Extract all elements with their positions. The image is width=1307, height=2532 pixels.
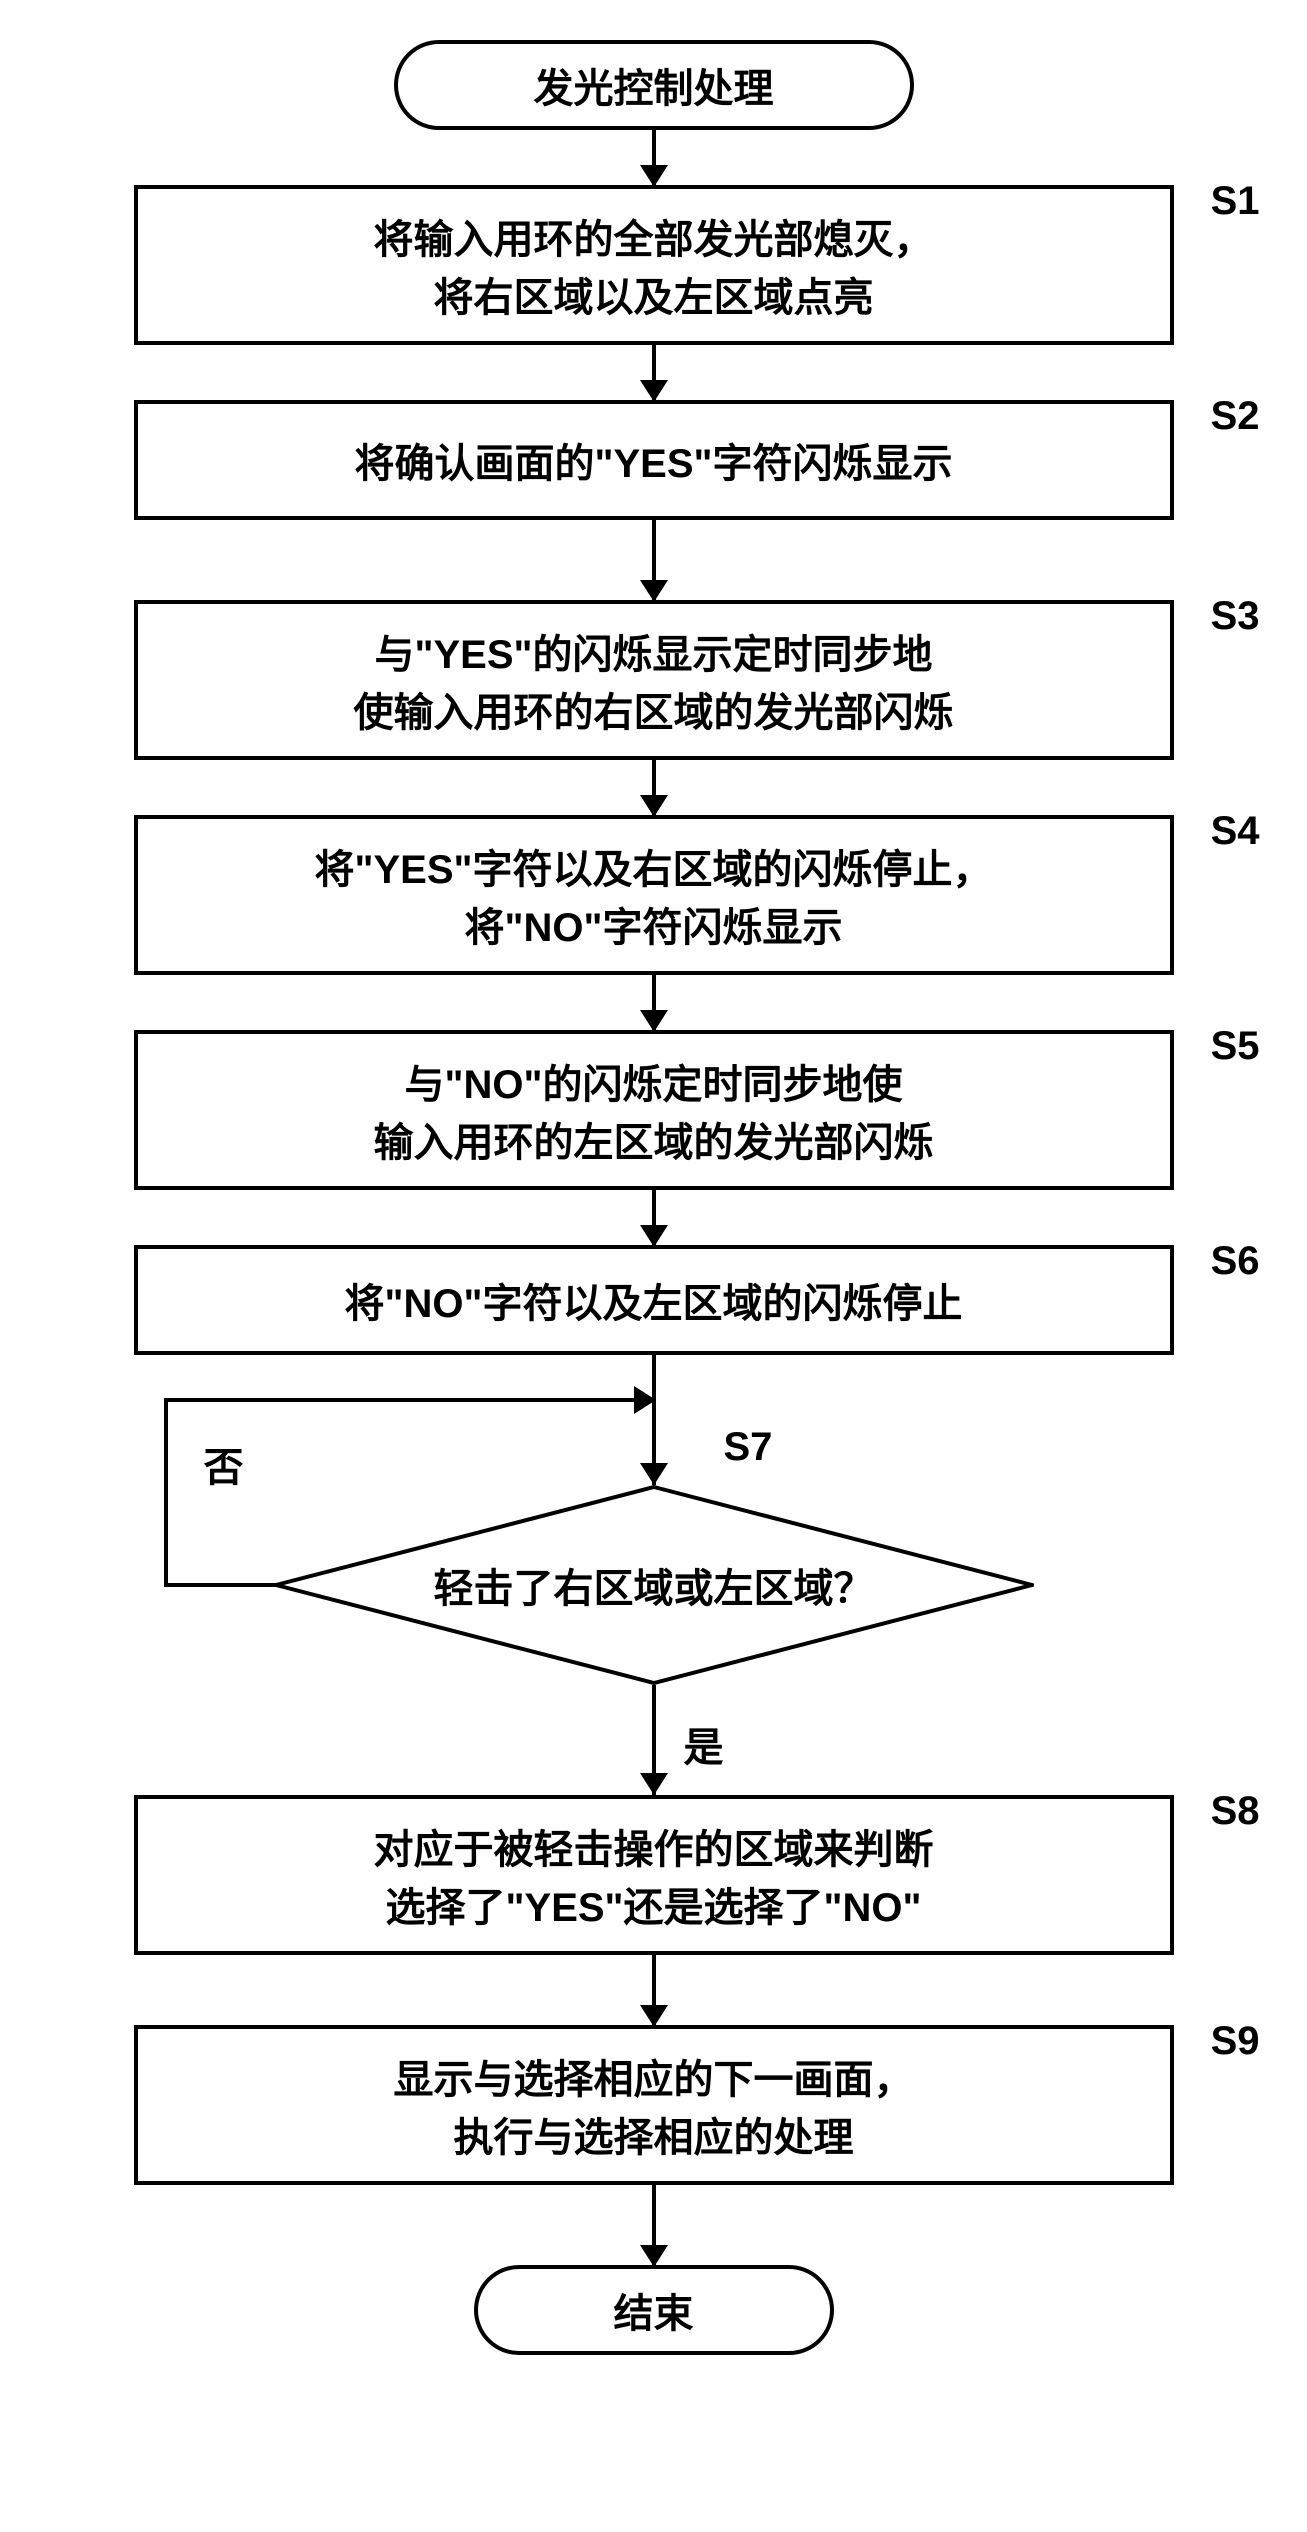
- step-label: S5: [1211, 1024, 1260, 1069]
- arrow: [652, 1190, 656, 1245]
- arrowhead-icon: [634, 1386, 656, 1414]
- arrow: [652, 975, 656, 1030]
- step-s9: 显示与选择相应的下一画面， 执行与选择相应的处理 S9: [134, 2025, 1174, 2185]
- step-text: 与"YES"的闪烁显示定时同步地: [375, 622, 933, 680]
- step-label: S9: [1211, 2019, 1260, 2064]
- arrowhead-icon: [640, 1463, 668, 1485]
- terminator-end-text: 结束: [614, 2281, 694, 2339]
- step-text: 将"YES"字符以及右区域的闪烁停止，: [315, 837, 993, 895]
- step-s8: 对应于被轻击操作的区域来判断 选择了"YES"还是选择了"NO" S8: [134, 1795, 1174, 1955]
- step-label: S7: [724, 1425, 773, 1470]
- step-text: 显示与选择相应的下一画面，: [394, 2047, 914, 2105]
- step-text: 执行与选择相应的处理: [454, 2105, 854, 2163]
- step-text: 将输入用环的全部发光部熄灭，: [374, 207, 934, 265]
- step-text: 对应于被轻击操作的区域来判断: [374, 1817, 934, 1875]
- step-label: S3: [1211, 594, 1260, 639]
- decision-s7: 轻击了右区域或左区域？: [274, 1485, 1034, 1685]
- decision-yes-label: 是: [684, 1715, 724, 1773]
- step-text: 将"NO"字符闪烁显示: [465, 895, 843, 953]
- step-text: 输入用环的左区域的发光部闪烁: [374, 1110, 934, 1168]
- arrow: [652, 520, 656, 600]
- arrow: [652, 760, 656, 815]
- step-s6: 将"NO"字符以及左区域的闪烁停止 S6: [134, 1245, 1174, 1355]
- step-text: 将"NO"字符以及左区域的闪烁停止: [345, 1271, 963, 1329]
- flowchart-container: 发光控制处理 将输入用环的全部发光部熄灭， 将右区域以及左区域点亮 S1 将确认…: [54, 40, 1254, 2355]
- step-s1: 将输入用环的全部发光部熄灭， 将右区域以及左区域点亮 S1: [134, 185, 1174, 345]
- decision-no-label: 否: [204, 1435, 244, 1493]
- step-s3: 与"YES"的闪烁显示定时同步地 使输入用环的右区域的发光部闪烁 S3: [134, 600, 1174, 760]
- step-label: S2: [1211, 394, 1260, 439]
- terminator-start-text: 发光控制处理: [534, 56, 774, 114]
- step-label: S8: [1211, 1789, 1260, 1834]
- connector-line: [164, 1398, 656, 1402]
- step-label: S4: [1211, 809, 1260, 854]
- arrow: [652, 345, 656, 400]
- arrow: [652, 130, 656, 185]
- decision-text: 轻击了右区域或左区域？: [274, 1485, 1034, 1685]
- arrow: [652, 1955, 656, 2025]
- arrowhead-icon: [640, 1773, 668, 1795]
- step-label: S6: [1211, 1239, 1260, 1284]
- step-s2: 将确认画面的"YES"字符闪烁显示 S2: [134, 400, 1174, 520]
- terminator-start: 发光控制处理: [394, 40, 914, 130]
- step-text: 选择了"YES"还是选择了"NO": [386, 1875, 922, 1933]
- arrow: [652, 2185, 656, 2265]
- terminator-end: 结束: [474, 2265, 834, 2355]
- step-s5: 与"NO"的闪烁定时同步地使 输入用环的左区域的发光部闪烁 S5: [134, 1030, 1174, 1190]
- step-label: S1: [1211, 179, 1260, 224]
- step-text: 使输入用环的右区域的发光部闪烁: [354, 680, 954, 738]
- connector-line: [164, 1398, 168, 1585]
- step-text: 将确认画面的"YES"字符闪烁显示: [355, 431, 953, 489]
- connector-line: [164, 1583, 276, 1587]
- step-text: 将右区域以及左区域点亮: [434, 265, 874, 323]
- step-text: 与"NO"的闪烁定时同步地使: [405, 1052, 903, 1110]
- step-s4: 将"YES"字符以及右区域的闪烁停止， 将"NO"字符闪烁显示 S4: [134, 815, 1174, 975]
